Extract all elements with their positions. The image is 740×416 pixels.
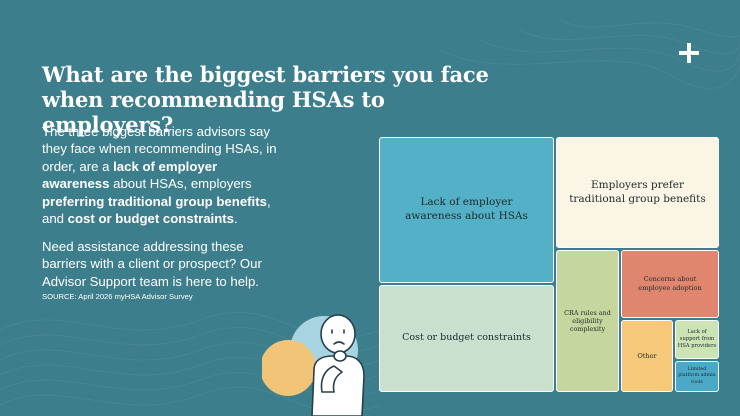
treemap-tile-label: Employers prefer traditional group benef… (569, 178, 706, 205)
source-note: SOURCE: April 2026 myHSA Advisor Survey (42, 292, 193, 301)
treemap-tile: CRA rules and eligibility complexity (556, 250, 619, 392)
treemap-tile-label: Lack of employer awareness about HSAs (405, 196, 528, 222)
body-bold-1: lack of employer awareness (42, 158, 218, 192)
treemap-tile: Other (621, 320, 673, 392)
treemap-tile: Employers prefer traditional group benef… (556, 137, 719, 248)
treemap-tile: Limited platform admin tools (675, 361, 719, 392)
treemap-tile: Lack of employer awareness about HSAs (379, 137, 554, 283)
treemap-tile-label: CRA rules and eligibility complexity (564, 308, 611, 334)
treemap-tile-label: Limited platform admin tools (678, 367, 716, 385)
body-paragraph: The three biggest barriers advisors say … (42, 123, 287, 227)
page-title: What are the biggest barriers you face w… (42, 62, 489, 137)
body-bold-3: cost or budget constraints (67, 211, 234, 227)
plus-cross-logo-icon (679, 43, 699, 63)
body-text-4: . (234, 211, 238, 227)
treemap-tile-label: Other (637, 351, 657, 360)
treemap-tile: Cost or budget constraints (379, 285, 554, 392)
body-text-3: , and (42, 193, 271, 227)
treemap-tile-label: Lack of support from HSA providers (677, 329, 717, 349)
body-text-1: The three biggest barriers advisors say … (42, 124, 277, 174)
treemap-tile: Lack of support from HSA providers (675, 320, 719, 359)
body-text-2: about HSAs, employers (109, 176, 252, 192)
treemap-tile-label: Concerns about employee adoption (638, 275, 702, 292)
body-bold-2: preferring traditional group benefits (42, 193, 267, 209)
help-paragraph: Need assistance addressing these barrier… (42, 239, 262, 289)
thinking-person-icon (262, 314, 365, 416)
treemap-tile: Concerns about employee adoption (621, 250, 719, 318)
treemap-tile-label: Cost or budget constraints (402, 332, 531, 344)
